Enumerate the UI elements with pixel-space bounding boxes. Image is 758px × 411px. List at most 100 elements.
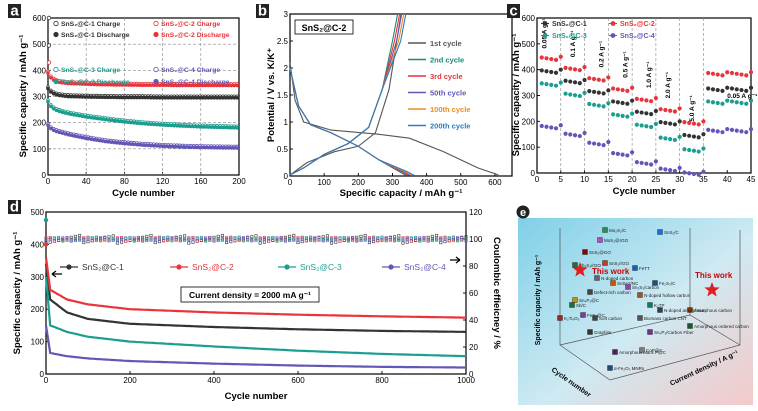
data-point	[46, 86, 50, 91]
data-point	[212, 96, 216, 100]
efficiency-point	[220, 238, 224, 242]
y-tick-label: 2	[284, 64, 289, 73]
data-point	[175, 96, 179, 100]
efficiency-point	[191, 240, 195, 244]
efficiency-point	[296, 238, 300, 242]
x-tick-label: 5	[559, 175, 564, 184]
efficiency-point	[397, 238, 401, 242]
efficiency-point	[86, 237, 90, 241]
efficiency-point	[393, 239, 397, 243]
point-marker	[597, 237, 603, 243]
data-point	[553, 70, 559, 75]
data-point	[701, 169, 706, 174]
data-point	[596, 103, 601, 108]
data-point	[155, 144, 159, 148]
data-point	[729, 70, 735, 76]
data-point	[682, 147, 687, 152]
data-point	[109, 118, 113, 123]
data-point	[549, 69, 554, 75]
data-point	[49, 90, 53, 94]
legend-marker	[153, 78, 159, 85]
y-tick-label: 500	[31, 208, 45, 217]
series-line-charge	[289, 13, 407, 176]
data-point	[189, 96, 194, 100]
panel-label-box	[8, 4, 21, 18]
efficiency-point	[426, 235, 430, 239]
data-point	[57, 109, 62, 114]
data-point	[114, 119, 119, 123]
data-point	[232, 146, 237, 150]
chart-a: 0 40 80 120 160 200 0 100 200 300 400 500 600 Specifi…	[18, 14, 246, 199]
point-marker	[569, 302, 575, 308]
data-point	[195, 124, 199, 129]
legend-label: SnS₂@C-3 Charge	[61, 67, 120, 74]
efficiency-point	[325, 234, 329, 238]
x-tick-label: 600	[291, 376, 305, 385]
highlight-star	[572, 262, 588, 277]
data-point	[591, 141, 597, 146]
sample-label-box	[294, 19, 354, 35]
point-marker	[632, 265, 638, 271]
data-point	[663, 167, 668, 172]
data-point	[66, 111, 70, 116]
efficiency-point	[355, 235, 359, 239]
data-point	[206, 125, 211, 129]
legend-marker	[284, 264, 290, 270]
x-tick-label: 0	[535, 175, 540, 184]
efficiency-point	[309, 236, 313, 240]
data-point	[668, 137, 673, 142]
legend-label: 1st cycle	[430, 39, 462, 48]
data-point	[639, 160, 644, 166]
point-marker	[592, 315, 598, 321]
data-point	[94, 138, 99, 142]
efficiency-point	[78, 233, 82, 237]
legend-marker	[66, 264, 72, 270]
data-point	[83, 95, 88, 99]
data-point	[725, 126, 730, 132]
point-marker	[652, 280, 658, 286]
series-line-charge	[289, 13, 405, 176]
data-point	[94, 116, 99, 121]
data-point	[734, 128, 739, 133]
data-point	[152, 83, 156, 88]
efficiency-point	[132, 239, 136, 243]
y2-tick-label: 100	[469, 235, 483, 244]
data-point	[172, 123, 176, 128]
point-label: SnS₂/C	[664, 230, 680, 235]
efficiency-point	[246, 238, 250, 242]
data-point	[701, 146, 706, 151]
data-point	[725, 70, 730, 75]
data-point	[140, 143, 145, 147]
data-point	[51, 91, 56, 96]
data-point	[155, 122, 159, 127]
data-point	[209, 96, 214, 100]
data-point	[195, 145, 199, 150]
data-point	[232, 96, 237, 100]
efficiency-point	[183, 238, 187, 242]
data-point	[175, 124, 179, 128]
efficiency-point	[225, 241, 229, 245]
efficiency-point	[372, 240, 376, 244]
efficiency-point	[178, 235, 182, 239]
efficiency-point	[367, 238, 371, 242]
data-point	[126, 95, 131, 100]
data-point	[106, 140, 110, 144]
efficiency-point	[363, 233, 367, 237]
series-line-charge	[289, 13, 403, 176]
data-point	[701, 119, 706, 124]
data-point	[625, 114, 630, 119]
point-marker	[647, 302, 653, 308]
data-point	[634, 96, 639, 101]
efficiency-point	[271, 236, 275, 240]
data-point	[729, 127, 735, 132]
data-point	[117, 119, 122, 124]
point-marker	[657, 307, 663, 313]
legend-label: 200th cycle	[430, 122, 470, 131]
data-point	[682, 120, 687, 125]
x-tick-label: 800	[375, 376, 389, 385]
y-tick-label: 1	[284, 118, 289, 127]
data-point	[49, 75, 53, 80]
data-point	[682, 170, 687, 175]
data-point	[103, 117, 108, 122]
data-point	[97, 95, 102, 100]
